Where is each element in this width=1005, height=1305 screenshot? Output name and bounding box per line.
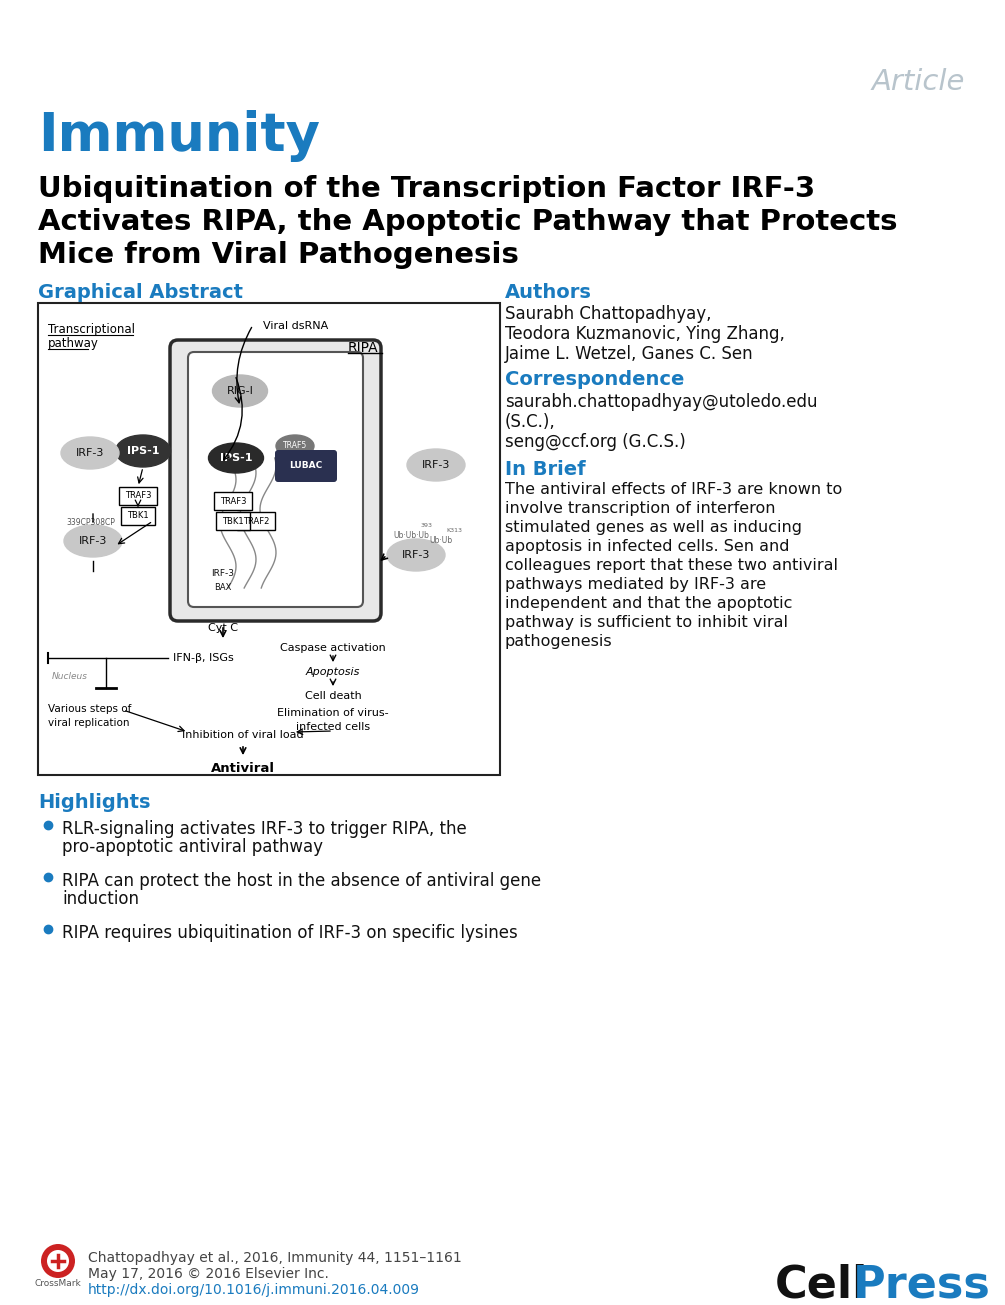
FancyBboxPatch shape — [170, 341, 381, 621]
Text: Inhibition of viral load: Inhibition of viral load — [182, 729, 304, 740]
Text: pathway is sufficient to inhibit viral: pathway is sufficient to inhibit viral — [505, 615, 788, 630]
Circle shape — [41, 1244, 75, 1278]
Text: The antiviral effects of IRF-3 are known to: The antiviral effects of IRF-3 are known… — [505, 482, 842, 497]
Text: seng@ccf.org (G.C.S.): seng@ccf.org (G.C.S.) — [505, 433, 685, 452]
Text: (S.C.),: (S.C.), — [505, 412, 556, 431]
Text: Correspondence: Correspondence — [505, 371, 684, 389]
Text: Chattopadhyay et al., 2016, Immunity 44, 1151–1161: Chattopadhyay et al., 2016, Immunity 44,… — [88, 1251, 461, 1265]
Text: Authors: Authors — [505, 283, 592, 301]
Text: TBK1: TBK1 — [222, 517, 244, 526]
Text: RIPA requires ubiquitination of IRF-3 on specific lysines: RIPA requires ubiquitination of IRF-3 on… — [62, 924, 518, 942]
Text: BAX: BAX — [214, 582, 232, 591]
Text: IPS-1: IPS-1 — [220, 453, 252, 463]
Text: IRF-3: IRF-3 — [422, 459, 450, 470]
Text: CrossMark: CrossMark — [34, 1279, 81, 1288]
Text: Highlights: Highlights — [38, 793, 151, 812]
Ellipse shape — [276, 435, 314, 457]
Text: K313: K313 — [446, 529, 462, 532]
Text: Mitochondria: Mitochondria — [193, 371, 261, 381]
Text: saurabh.chattopadhyay@utoledo.edu: saurabh.chattopadhyay@utoledo.edu — [505, 393, 817, 411]
Text: RIG-I: RIG-I — [226, 386, 253, 395]
Text: 393: 393 — [421, 523, 433, 529]
Text: Ub·Ub·Ub: Ub·Ub·Ub — [393, 531, 429, 540]
Text: Ubiquitination of the Transcription Factor IRF-3: Ubiquitination of the Transcription Fact… — [38, 175, 815, 204]
Circle shape — [47, 1250, 69, 1272]
Text: Transcriptional: Transcriptional — [48, 324, 135, 335]
Text: TRAF3: TRAF3 — [125, 492, 151, 501]
Text: involve transcription of interferon: involve transcription of interferon — [505, 501, 776, 515]
FancyBboxPatch shape — [216, 512, 250, 530]
Text: Caspase activation: Caspase activation — [280, 643, 386, 652]
Text: Elimination of virus-: Elimination of virus- — [277, 709, 389, 718]
FancyBboxPatch shape — [188, 352, 363, 607]
Text: viral replication: viral replication — [48, 718, 130, 728]
Ellipse shape — [208, 442, 263, 472]
Text: pathogenesis: pathogenesis — [505, 634, 613, 649]
Ellipse shape — [116, 435, 171, 467]
Text: Jaime L. Wetzel, Ganes C. Sen: Jaime L. Wetzel, Ganes C. Sen — [505, 345, 754, 363]
Text: colleagues report that these two antiviral: colleagues report that these two antivir… — [505, 559, 838, 573]
Ellipse shape — [212, 375, 267, 407]
Text: TBK1: TBK1 — [128, 512, 149, 521]
FancyBboxPatch shape — [237, 512, 275, 530]
Text: induction: induction — [62, 890, 139, 908]
Text: Cell: Cell — [775, 1263, 868, 1305]
Text: IFN-β, ISGs: IFN-β, ISGs — [173, 652, 234, 663]
Text: Saurabh Chattopadhyay,: Saurabh Chattopadhyay, — [505, 305, 712, 324]
Text: infected cells: infected cells — [295, 722, 370, 732]
Text: Mice from Viral Pathogenesis: Mice from Viral Pathogenesis — [38, 241, 519, 269]
Ellipse shape — [407, 449, 465, 482]
Text: TRAF5: TRAF5 — [282, 441, 308, 450]
Ellipse shape — [64, 525, 122, 557]
Ellipse shape — [61, 437, 119, 468]
Text: Activates RIPA, the Apoptotic Pathway that Protects: Activates RIPA, the Apoptotic Pathway th… — [38, 207, 897, 236]
Text: Various steps of: Various steps of — [48, 703, 132, 714]
Text: pathway: pathway — [48, 337, 98, 350]
Text: pro-apoptotic antiviral pathway: pro-apoptotic antiviral pathway — [62, 838, 323, 856]
Text: Press: Press — [853, 1263, 991, 1305]
Text: Nucleus: Nucleus — [52, 672, 88, 681]
Text: Immunity: Immunity — [38, 110, 320, 162]
Text: stimulated genes as well as inducing: stimulated genes as well as inducing — [505, 519, 802, 535]
Text: LUBAC: LUBAC — [289, 462, 323, 471]
Text: Article: Article — [871, 68, 965, 97]
FancyBboxPatch shape — [214, 492, 252, 510]
Text: Viral dsRNA: Viral dsRNA — [263, 321, 329, 331]
Text: RLR-signaling activates IRF-3 to trigger RIPA, the: RLR-signaling activates IRF-3 to trigger… — [62, 820, 466, 838]
Text: Cell death: Cell death — [305, 692, 362, 701]
Text: Graphical Abstract: Graphical Abstract — [38, 283, 243, 301]
Text: pathways mediated by IRF-3 are: pathways mediated by IRF-3 are — [505, 577, 766, 592]
Text: May 17, 2016 © 2016 Elsevier Inc.: May 17, 2016 © 2016 Elsevier Inc. — [88, 1267, 329, 1282]
Text: In Brief: In Brief — [505, 459, 586, 479]
Text: RIPA can protect the host in the absence of antiviral gene: RIPA can protect the host in the absence… — [62, 872, 541, 890]
Ellipse shape — [387, 539, 445, 572]
Text: IRF-3: IRF-3 — [211, 569, 234, 578]
Text: Antiviral: Antiviral — [211, 762, 275, 775]
FancyBboxPatch shape — [38, 303, 500, 775]
Text: RIPA: RIPA — [348, 341, 379, 355]
Text: Ub·Ub: Ub·Ub — [429, 536, 452, 545]
Text: TRAF3: TRAF3 — [220, 496, 246, 505]
FancyBboxPatch shape — [121, 508, 155, 525]
Text: independent and that the apoptotic: independent and that the apoptotic — [505, 596, 792, 611]
Text: IRF-3: IRF-3 — [78, 536, 108, 545]
FancyBboxPatch shape — [275, 450, 337, 482]
Text: Apoptosis: Apoptosis — [306, 667, 360, 677]
Text: apoptosis in infected cells. Sen and: apoptosis in infected cells. Sen and — [505, 539, 790, 555]
Text: 339CP308CP: 339CP308CP — [66, 518, 116, 527]
Text: Cyt C: Cyt C — [208, 622, 238, 633]
FancyBboxPatch shape — [119, 487, 157, 505]
Text: IRF-3: IRF-3 — [75, 448, 105, 458]
Text: TRAF2: TRAF2 — [243, 517, 269, 526]
Text: http://dx.doi.org/10.1016/j.immuni.2016.04.009: http://dx.doi.org/10.1016/j.immuni.2016.… — [88, 1283, 420, 1297]
Text: IPS-1: IPS-1 — [127, 446, 159, 455]
Text: Teodora Kuzmanovic, Ying Zhang,: Teodora Kuzmanovic, Ying Zhang, — [505, 325, 785, 343]
Text: IRF-3: IRF-3 — [402, 549, 430, 560]
